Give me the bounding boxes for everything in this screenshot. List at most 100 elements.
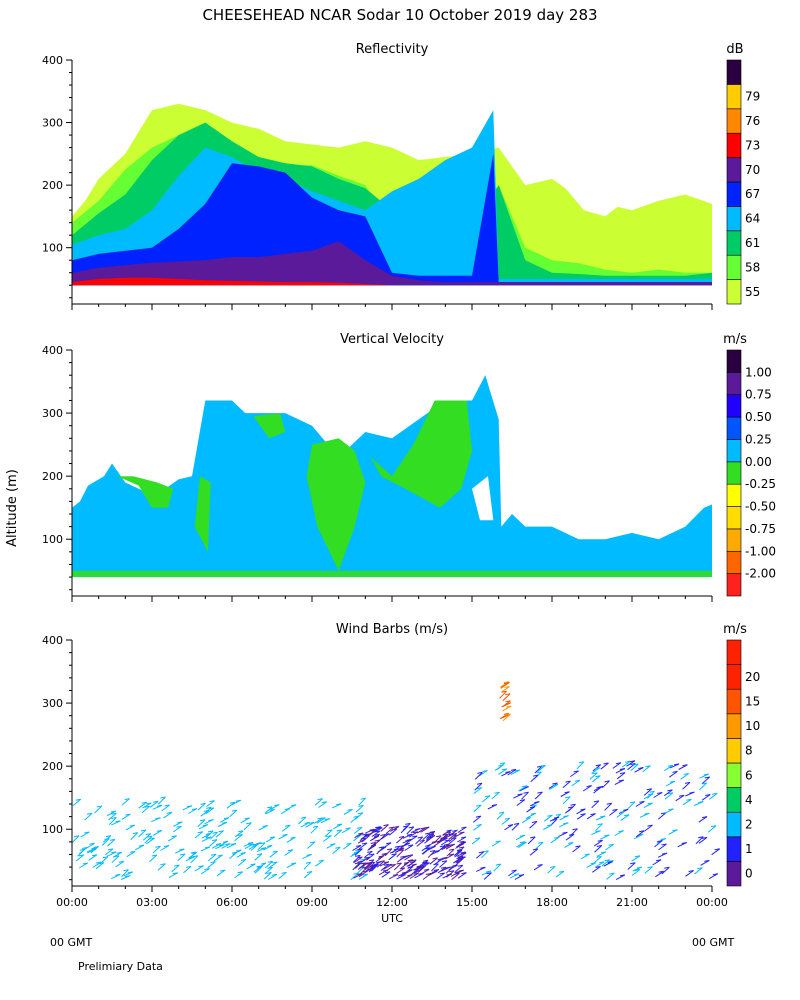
wind-barb bbox=[388, 853, 397, 861]
wind-barb-flag bbox=[267, 806, 273, 809]
wind-barb-flag bbox=[612, 808, 618, 811]
wind-barb-flag bbox=[514, 873, 520, 876]
wind-barb-flag bbox=[575, 845, 581, 848]
wind-barb bbox=[112, 851, 123, 858]
wind-barb bbox=[698, 816, 708, 823]
wind-barb bbox=[419, 861, 428, 869]
wind-barb bbox=[171, 864, 180, 873]
wind-barb-flag bbox=[312, 825, 319, 828]
wind-barb bbox=[380, 833, 390, 840]
wind-barb-flag bbox=[374, 833, 380, 836]
wind-barb bbox=[627, 862, 636, 870]
wind-barb bbox=[322, 835, 332, 842]
wind-barb-flag bbox=[511, 869, 517, 872]
wind-barb bbox=[333, 823, 343, 830]
wind-barb bbox=[527, 836, 536, 845]
wind-barb bbox=[284, 849, 294, 856]
wind-barb-flag bbox=[250, 863, 256, 866]
wind-barb-flag bbox=[519, 799, 525, 802]
wind-barb bbox=[472, 815, 482, 823]
colorbar-swatch bbox=[726, 506, 742, 530]
colorbar-level-label: 70 bbox=[745, 163, 760, 177]
wind-barb bbox=[415, 836, 424, 845]
wind-barb bbox=[310, 825, 319, 834]
wind-barb-flag bbox=[451, 837, 457, 840]
wind-barb bbox=[324, 829, 333, 837]
wind-barb-flag bbox=[701, 782, 707, 785]
wind-barb-flag bbox=[658, 870, 664, 873]
wind-barb bbox=[576, 761, 585, 770]
wind-barb-flag bbox=[156, 804, 163, 807]
wind-barb bbox=[205, 807, 215, 815]
wind-barb bbox=[593, 856, 602, 864]
wind-barb-flag bbox=[91, 847, 97, 850]
colorbar-level-label: 73 bbox=[745, 138, 760, 152]
wind-barb bbox=[360, 856, 370, 863]
wind-barb bbox=[385, 826, 395, 834]
wind-barb bbox=[434, 858, 443, 865]
wind-barb bbox=[580, 853, 590, 860]
wind-barb-flag bbox=[232, 851, 238, 854]
wind-barb-flag bbox=[130, 850, 136, 853]
wind-barb-flag bbox=[231, 809, 237, 812]
wind-barb-flag bbox=[407, 833, 413, 836]
wind-barb bbox=[380, 863, 390, 871]
wind-barb-flag bbox=[386, 848, 393, 851]
wind-barb-flag bbox=[179, 848, 185, 851]
wind-barb-flag bbox=[604, 859, 610, 862]
wind-barb-flag bbox=[704, 776, 710, 779]
wind-barb-flag bbox=[580, 813, 586, 816]
wind-barb-flag bbox=[125, 875, 131, 878]
colorbar-level-label: -0.25 bbox=[745, 477, 776, 491]
wind-barb bbox=[550, 836, 560, 844]
wind-barb bbox=[264, 860, 274, 869]
wind-barb-flag bbox=[597, 839, 603, 842]
wind-barb-flag bbox=[164, 845, 170, 847]
wind-barb bbox=[358, 873, 368, 880]
wind-barb bbox=[138, 801, 147, 809]
wind-barb-flag bbox=[412, 831, 418, 834]
y-tick-label: 300 bbox=[42, 117, 63, 130]
wind-barb-flag bbox=[624, 814, 630, 817]
wind-barb-flag bbox=[408, 826, 414, 829]
wind-barb bbox=[473, 787, 483, 794]
wind-barb-flag bbox=[230, 843, 237, 845]
wind-barb-flag bbox=[197, 831, 203, 834]
wind-barb-flag bbox=[445, 831, 451, 834]
wind-barb-flag bbox=[503, 681, 509, 684]
wind-barb-flag bbox=[555, 813, 561, 816]
wind-barb-flag bbox=[442, 833, 448, 836]
wind-barb-flag bbox=[358, 832, 364, 835]
wind-barb bbox=[576, 813, 586, 820]
y-tick-label: 300 bbox=[42, 407, 63, 420]
wind-barb bbox=[534, 791, 543, 800]
wind-barb-flag bbox=[393, 825, 400, 828]
wind-barb-flag bbox=[596, 855, 602, 858]
wind-barb bbox=[381, 871, 391, 878]
colorbar-level-label: 0.00 bbox=[745, 455, 772, 469]
wind-barb bbox=[653, 792, 663, 798]
colorbar-swatch bbox=[726, 84, 742, 110]
wind-barb-flag bbox=[204, 868, 210, 870]
wind-barb-flag bbox=[376, 861, 382, 864]
wind-barb bbox=[437, 866, 447, 874]
wind-barb-flag bbox=[600, 815, 606, 818]
wind-barb bbox=[481, 795, 491, 803]
wind-barb bbox=[508, 869, 517, 877]
wind-barb-flag bbox=[568, 806, 574, 809]
wind-barb bbox=[371, 830, 381, 837]
wind-barb bbox=[643, 793, 654, 800]
wind-barb-flag bbox=[525, 817, 531, 819]
vertical-velocity-plot-area: 100 200 300 400 bbox=[42, 344, 713, 602]
wind-barb-flag bbox=[634, 869, 641, 871]
wind-barb-flag bbox=[608, 843, 614, 846]
wind-barb bbox=[357, 862, 366, 870]
wind-barb bbox=[682, 798, 692, 806]
wind-barbs-colorbar: 0 1 2 4 6 8 10 15 20 bbox=[726, 639, 760, 887]
velocity-surface-strip bbox=[72, 570, 712, 578]
wind-barb-flag bbox=[442, 856, 448, 859]
wind-barb-flag bbox=[247, 841, 254, 844]
wind-barb-flag bbox=[240, 859, 246, 861]
wind-barb bbox=[496, 811, 505, 820]
wind-barb-flag bbox=[505, 713, 511, 716]
